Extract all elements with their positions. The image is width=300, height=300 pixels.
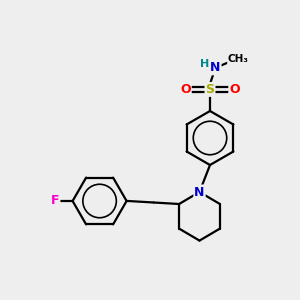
Text: F: F xyxy=(51,194,59,208)
Text: O: O xyxy=(229,83,240,96)
Text: N: N xyxy=(194,185,205,199)
Text: S: S xyxy=(206,83,214,96)
Text: H: H xyxy=(200,59,209,69)
Text: CH₃: CH₃ xyxy=(228,54,249,64)
Text: N: N xyxy=(210,61,220,74)
Text: O: O xyxy=(180,83,191,96)
